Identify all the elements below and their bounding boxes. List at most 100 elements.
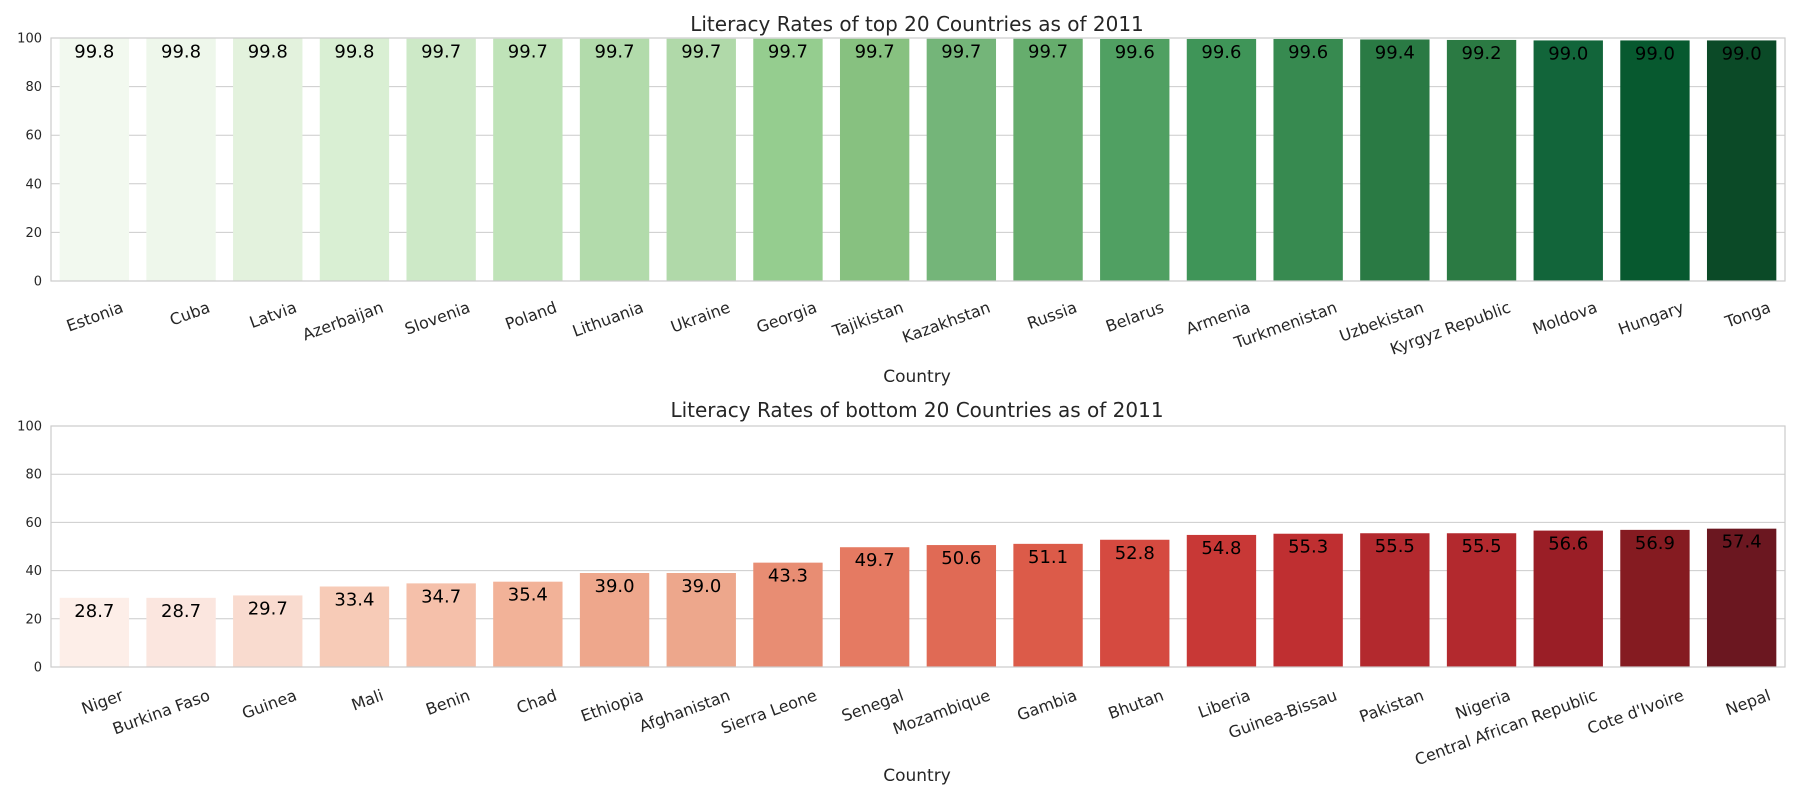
bar [579,573,650,667]
data-label: 49.7 [855,550,895,571]
data-label: 99.4 [1375,42,1415,63]
data-label: 99.6 [1115,42,1155,63]
bar [1620,529,1690,667]
x-tick-label: Belarus [1103,298,1166,336]
bar [1620,40,1690,282]
data-label: 99.7 [508,42,548,63]
data-label: 99.0 [1635,43,1675,64]
data-label: 39.0 [681,576,721,597]
data-label: 34.7 [421,586,461,607]
x-tick-label: Burkina Faso [110,686,212,739]
x-tick-label: Hungary [1616,298,1687,339]
x-tick-label: Chad [514,686,559,718]
x-tick-label: Benin [423,686,472,719]
bar [406,583,476,667]
x-tick-label: Lithuania [570,298,646,341]
data-label: 99.7 [1028,42,1068,63]
data-label: 99.8 [334,41,374,62]
bar [406,38,476,281]
bar [493,581,563,667]
data-label: 33.4 [334,590,374,611]
y-tick-labels: 0 20 40 60 80 100 [17,420,42,676]
y-tick-label: 100 [17,32,42,47]
plot-frame [50,425,1786,668]
x-tick-label: Ethiopia [578,686,646,726]
data-label: 99.2 [1462,43,1502,64]
y-tick-label: 60 [25,516,42,531]
x-tick-label: Mali [349,686,386,715]
x-tick-label: Liberia [1195,686,1252,722]
x-tick-label: Moldova [1530,298,1600,339]
x-tick-label: Russia [1025,298,1080,333]
bar [146,597,216,667]
bar [666,573,736,667]
bar [1186,38,1257,281]
x-tick-label: Pakistan [1357,686,1426,727]
bar [1100,38,1170,281]
bar [666,38,736,281]
bar [839,38,910,281]
y-tick-label: 80 [25,80,42,95]
bar [926,38,997,281]
x-tick-label: Afghanistan [637,686,733,736]
x-tick-labels: Estonia Cuba Latvia Azerbaijan Slovenia Polan… [64,298,1773,359]
data-label: 55.5 [1462,536,1502,557]
data-label: 99.7 [941,42,981,63]
bar [753,562,823,667]
bar [1186,534,1257,667]
bar [1273,38,1343,281]
x-tick-label: Cuba [167,298,212,330]
x-axis-label: Country [883,766,951,786]
data-label: 55.5 [1375,536,1415,557]
data-label: 51.1 [1028,547,1068,568]
data-label: 55.3 [1288,537,1328,558]
data-label: 99.0 [1722,43,1762,64]
bar [1533,40,1603,282]
bar [1706,40,1777,282]
y-tick-label: 0 [34,661,42,676]
y-tick-label: 60 [25,129,42,144]
bar [319,586,390,667]
bar [59,38,130,282]
bar [1013,38,1083,281]
bar [319,38,390,282]
x-tick-label: Guinea [239,686,299,723]
bar [1100,539,1170,667]
bar [753,38,823,281]
y-tick-label: 100 [17,420,42,435]
bar [59,597,130,667]
data-label: 52.8 [1115,543,1155,564]
bar [926,545,997,667]
bottom-20-chart-panel: Literacy Rates of bottom 20 Countries as… [17,398,1786,786]
x-tick-label: Bhutan [1106,686,1167,724]
data-label: 99.7 [595,42,635,63]
data-label: 28.7 [74,601,114,622]
x-axis-label: Country [883,367,951,387]
bar [1360,39,1430,281]
chart-title: Literacy Rates of top 20 Countries as of… [690,12,1144,36]
x-tick-label: Sierra Leone [718,686,819,738]
x-tick-label: Poland [503,298,560,334]
data-label: 99.8 [248,41,288,62]
y-tick-label: 0 [34,275,42,290]
y-tick-label: 40 [25,177,42,192]
data-label: 29.7 [248,598,288,619]
bar [146,38,216,282]
data-labels: 99.8 99.8 99.8 99.8 99.7 99.7 99.7 99.7 99.7 99.7… [74,41,1761,64]
data-label: 56.9 [1635,533,1675,554]
x-tick-label: Cote d'Ivoire [1585,686,1687,738]
bar [1273,533,1343,667]
data-label: 43.3 [768,566,808,587]
chart-title: Literacy Rates of bottom 20 Countries as… [670,398,1163,422]
data-label: 39.0 [595,576,635,597]
gridlines [51,425,1785,668]
data-label: 99.0 [1548,43,1588,64]
bar [233,595,303,667]
bar [579,38,650,281]
bars [59,528,1777,667]
data-label: 35.4 [508,585,548,606]
data-label: 99.7 [768,42,808,63]
data-label: 99.6 [1201,42,1241,63]
